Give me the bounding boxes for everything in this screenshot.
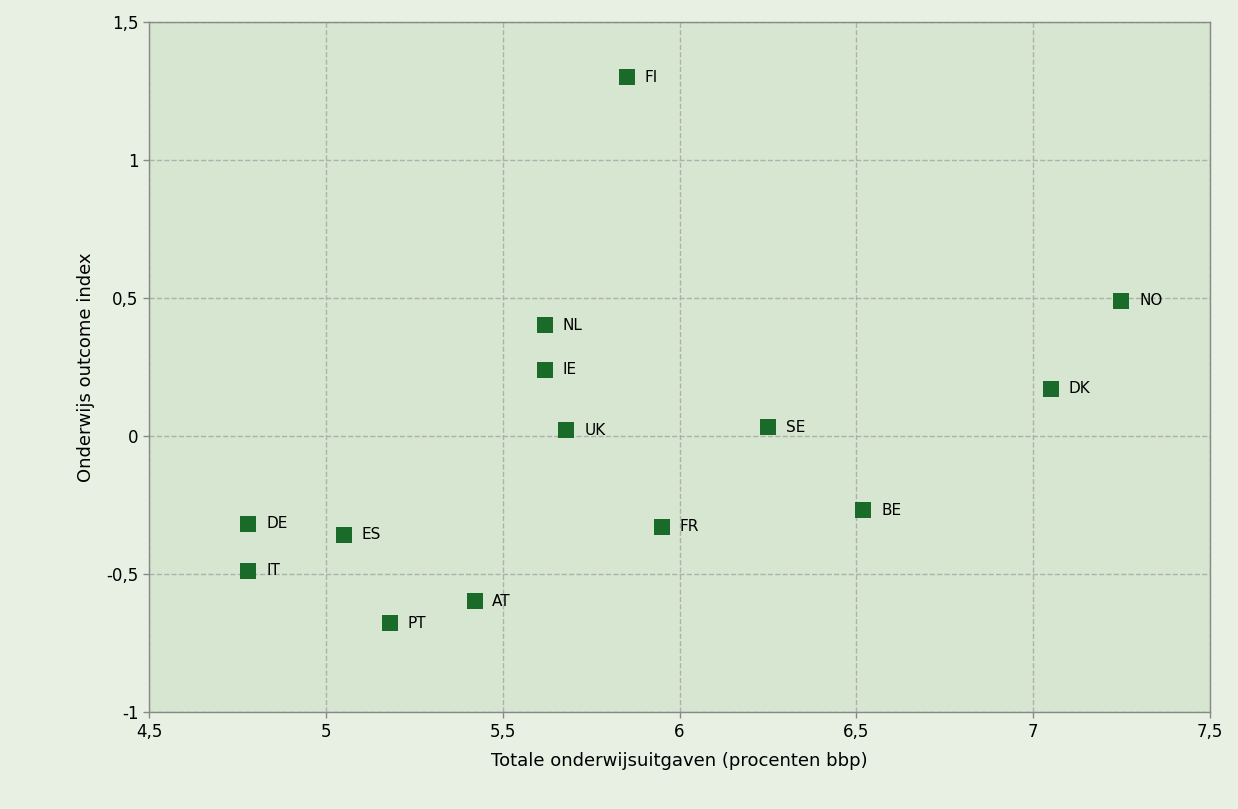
Y-axis label: Onderwijs outcome index: Onderwijs outcome index	[77, 252, 95, 481]
Text: PT: PT	[407, 616, 426, 631]
Text: UK: UK	[584, 422, 605, 438]
Text: FI: FI	[644, 70, 657, 85]
Point	[535, 319, 555, 332]
Text: FR: FR	[680, 519, 699, 534]
Point	[652, 520, 672, 533]
Point	[557, 424, 577, 437]
X-axis label: Totale onderwijsuitgaven (procenten bbp): Totale onderwijsuitgaven (procenten bbp)	[491, 752, 868, 769]
Text: BE: BE	[881, 502, 901, 518]
Text: IT: IT	[266, 563, 280, 578]
Point	[334, 528, 354, 541]
Text: SE: SE	[786, 420, 805, 435]
Point	[239, 518, 259, 531]
Point	[535, 363, 555, 376]
Point	[758, 421, 777, 434]
Text: NL: NL	[563, 318, 583, 332]
Point	[1112, 294, 1132, 307]
Point	[464, 595, 484, 608]
Text: NO: NO	[1139, 293, 1162, 308]
Text: ES: ES	[361, 527, 381, 543]
Text: IE: IE	[563, 362, 577, 377]
Point	[1041, 383, 1061, 396]
Point	[239, 565, 259, 578]
Point	[853, 504, 873, 517]
Point	[617, 70, 636, 83]
Text: DK: DK	[1068, 381, 1091, 396]
Text: DE: DE	[266, 516, 287, 532]
Point	[380, 616, 400, 629]
Text: AT: AT	[493, 594, 511, 608]
